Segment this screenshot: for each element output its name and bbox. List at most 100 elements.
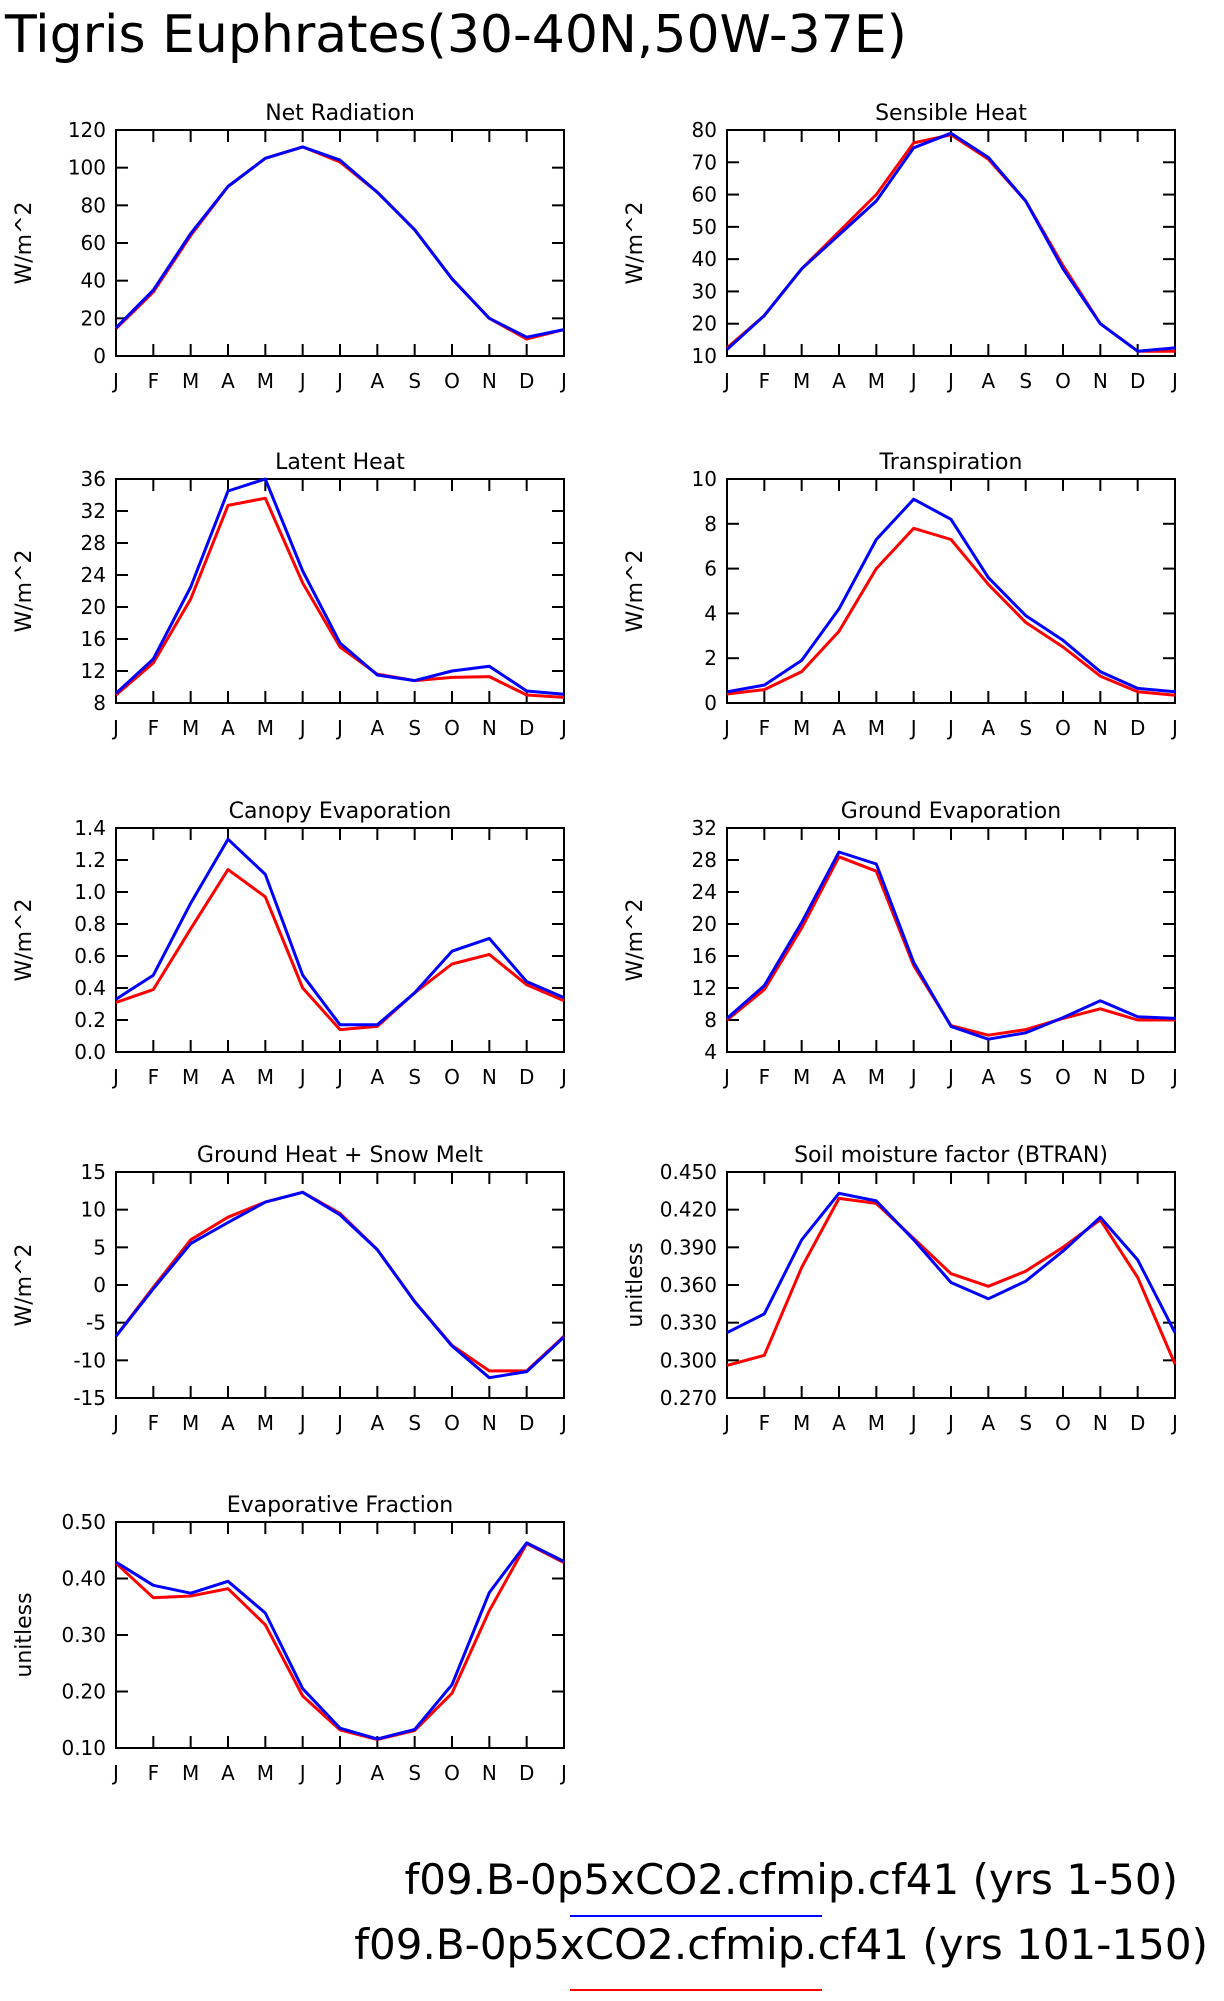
x-tick-label: O [444,1411,460,1435]
x-tick-label: O [444,369,460,393]
y-tick-label: 1.0 [74,880,106,904]
x-tick-label: M [257,1761,274,1785]
x-tick-label: A [221,369,235,393]
y-tick-label: 2 [704,646,717,670]
x-tick-label: A [832,716,846,740]
y-tick-label: 36 [81,467,106,491]
y-tick-label: 0.6 [74,944,106,968]
x-tick-label: J [559,1411,567,1435]
panel-title: Evaporative Fraction [227,1493,453,1518]
x-tick-label: A [370,1065,384,1089]
x-tick-label: A [981,716,995,740]
x-tick-label: F [148,716,160,740]
y-tick-label: 24 [692,880,717,904]
y-tick-label: 16 [81,627,106,651]
x-tick-label: J [946,716,954,740]
y-tick-label: 28 [81,531,106,555]
x-tick-label: A [832,369,846,393]
x-tick-label: N [482,1761,497,1785]
y-tick-label: 60 [692,183,717,207]
x-tick-label: F [148,1065,160,1089]
x-tick-label: F [759,1411,771,1435]
x-tick-label: S [1019,1065,1032,1089]
series-line-red [726,1196,1177,1367]
y-tick-label: 20 [81,595,106,619]
y-tick-label: -15 [73,1386,106,1410]
y-tick-label: 0.30 [61,1623,106,1647]
x-tick-label: D [1130,1411,1145,1435]
x-tick-label: J [298,1761,306,1785]
y-tick-label: 0.40 [61,1567,106,1591]
y-tick-label: 6 [704,557,717,581]
x-tick-label: A [370,369,384,393]
x-tick-label: J [559,1761,567,1785]
x-tick-label: D [519,1411,534,1435]
x-tick-label: O [444,716,460,740]
x-tick-label: N [1093,369,1108,393]
y-tick-label: 10 [692,344,717,368]
x-tick-label: N [1093,716,1108,740]
x-tick-label: S [1019,369,1032,393]
chart-panel-8: Soil moisture factor (BTRAN)J F M A M J J A S O N D… [623,1143,1178,1435]
x-tick-label: F [148,369,160,393]
y-tick-label: 12 [81,659,106,683]
x-tick-label: O [1055,716,1071,740]
x-tick-label: M [182,716,199,740]
x-tick-label: J [111,1761,119,1785]
x-tick-label: S [408,716,421,740]
series-line-blue [726,1191,1177,1335]
x-tick-label: J [335,1065,343,1089]
x-tick-label: D [519,1065,534,1089]
x-tick-label: D [519,716,534,740]
series-line-red [726,133,1175,353]
x-tick-label: F [759,1065,771,1089]
plot-frame [726,478,1176,704]
y-axis-label: W/m^2 [12,898,37,981]
x-tick-label: J [946,369,954,393]
y-tick-label: 70 [692,150,717,174]
x-tick-label: J [298,369,306,393]
x-tick-label: A [832,1065,846,1089]
y-tick-label: 20 [692,912,717,936]
y-tick-label: 4 [704,601,717,625]
series-line-blue [114,145,565,339]
y-tick-label: 1.2 [74,848,106,872]
x-tick-label: J [298,716,306,740]
y-axis-label: unitless [623,1242,648,1327]
y-tick-label: 0.2 [74,1008,106,1032]
x-tick-label: J [909,1065,917,1089]
y-tick-label: 15 [81,1160,106,1184]
y-tick-label: 0.4 [74,976,106,1000]
page-title: Tigris Euphrates(30-40N,50W-37E) [4,5,907,65]
y-tick-label: 0.390 [660,1235,717,1259]
series-line-red [115,868,565,1032]
y-tick-label: 0.420 [660,1198,717,1222]
panel-title: Canopy Evaporation [229,799,452,824]
x-tick-label: A [981,369,995,393]
x-tick-label: M [182,1761,199,1785]
y-tick-label: 24 [81,563,106,587]
x-tick-label: D [519,369,534,393]
y-tick-label: 0.10 [61,1736,106,1760]
x-tick-label: J [298,1411,306,1435]
x-tick-label: M [868,1411,885,1435]
series-line-red [726,855,1175,1037]
y-tick-label: 10 [81,1198,106,1222]
y-axis-label: W/m^2 [12,549,37,632]
y-tick-label: 40 [81,269,106,293]
x-tick-label: M [868,716,885,740]
y-tick-label: 8 [704,512,717,536]
y-tick-label: 0 [93,344,106,368]
plot-frame [726,129,1176,357]
x-tick-label: F [759,369,771,393]
y-tick-label: 60 [81,231,106,255]
legend-entry-1: f09.B-0p5xCO2.cfmip.cf41 (yrs 1-50) [404,1855,1178,1917]
y-tick-label: 30 [692,279,717,303]
x-tick-label: D [1130,369,1145,393]
x-tick-label: O [1055,1065,1071,1089]
y-tick-label: 12 [692,976,717,1000]
y-tick-label: -5 [86,1311,106,1335]
